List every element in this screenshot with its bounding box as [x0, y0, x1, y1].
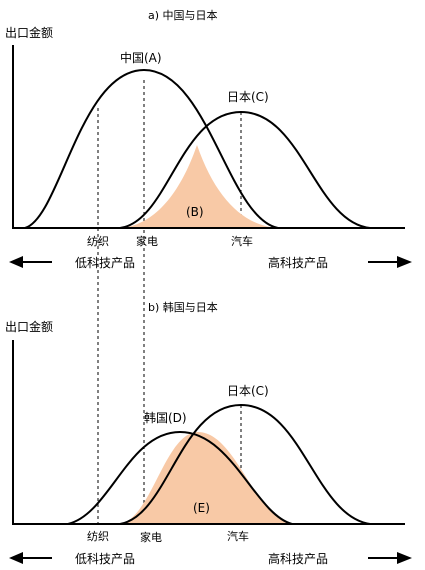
- panel-a-label-japan: 日本(C): [227, 90, 269, 104]
- panel-a-tick-auto: 汽车: [231, 234, 253, 248]
- panel-b-curve-korea: [67, 430, 293, 525]
- panel-b-left-arrowhead: [9, 552, 23, 564]
- panel-b: b) 韩国与日本 出口金额 韩国(D) 日本(C) (E) 纺织 家电 汽车 低…: [5, 300, 412, 566]
- panel-b-right-arrowhead: [397, 552, 412, 564]
- panel-b-label-overlap: (E): [193, 501, 210, 515]
- panel-a-tick-textile: 纺织: [87, 234, 109, 248]
- panel-a-curve-japan: [119, 110, 371, 229]
- panel-b-tick-textile: 纺织: [87, 529, 109, 543]
- panel-b-label-korea: 韩国(D): [144, 410, 187, 425]
- panel-a-right-arrowhead: [397, 256, 412, 268]
- panel-a-tick-appliance: 家电: [136, 234, 158, 248]
- panel-a-title: a) 中国与日本: [148, 8, 218, 22]
- panel-b-label-japan: 日本(C): [227, 384, 269, 398]
- panel-b-tick-appliance: 家电: [140, 530, 162, 544]
- panel-b-low-tech-label: 低科技产品: [75, 552, 135, 566]
- panel-b-y-axis-label: 出口金额: [5, 319, 53, 334]
- panel-a-low-tech-label: 低科技产品: [75, 256, 135, 270]
- panel-a-left-arrowhead: [9, 256, 23, 268]
- panel-a-overlap-area: [120, 145, 278, 228]
- panel-a-high-tech-label: 高科技产品: [268, 255, 328, 270]
- panel-a-label-overlap: (B): [186, 205, 204, 219]
- panel-b-title: b) 韩国与日本: [148, 300, 218, 314]
- panel-b-high-tech-label: 高科技产品: [268, 551, 328, 566]
- panel-a-y-axis-label: 出口金额: [5, 25, 53, 40]
- panel-a-curve-china: [24, 68, 279, 229]
- panel-b-curve-japan: [119, 403, 371, 525]
- panel-b-tick-auto: 汽车: [227, 529, 249, 543]
- panel-b-overlap-area: [120, 432, 292, 524]
- panel-a: a) 中国与日本 出口金额 中国(A) 日本(C) (B) 纺织 家电 汽车 低…: [5, 8, 412, 270]
- panel-a-label-china: 中国(A): [120, 50, 162, 65]
